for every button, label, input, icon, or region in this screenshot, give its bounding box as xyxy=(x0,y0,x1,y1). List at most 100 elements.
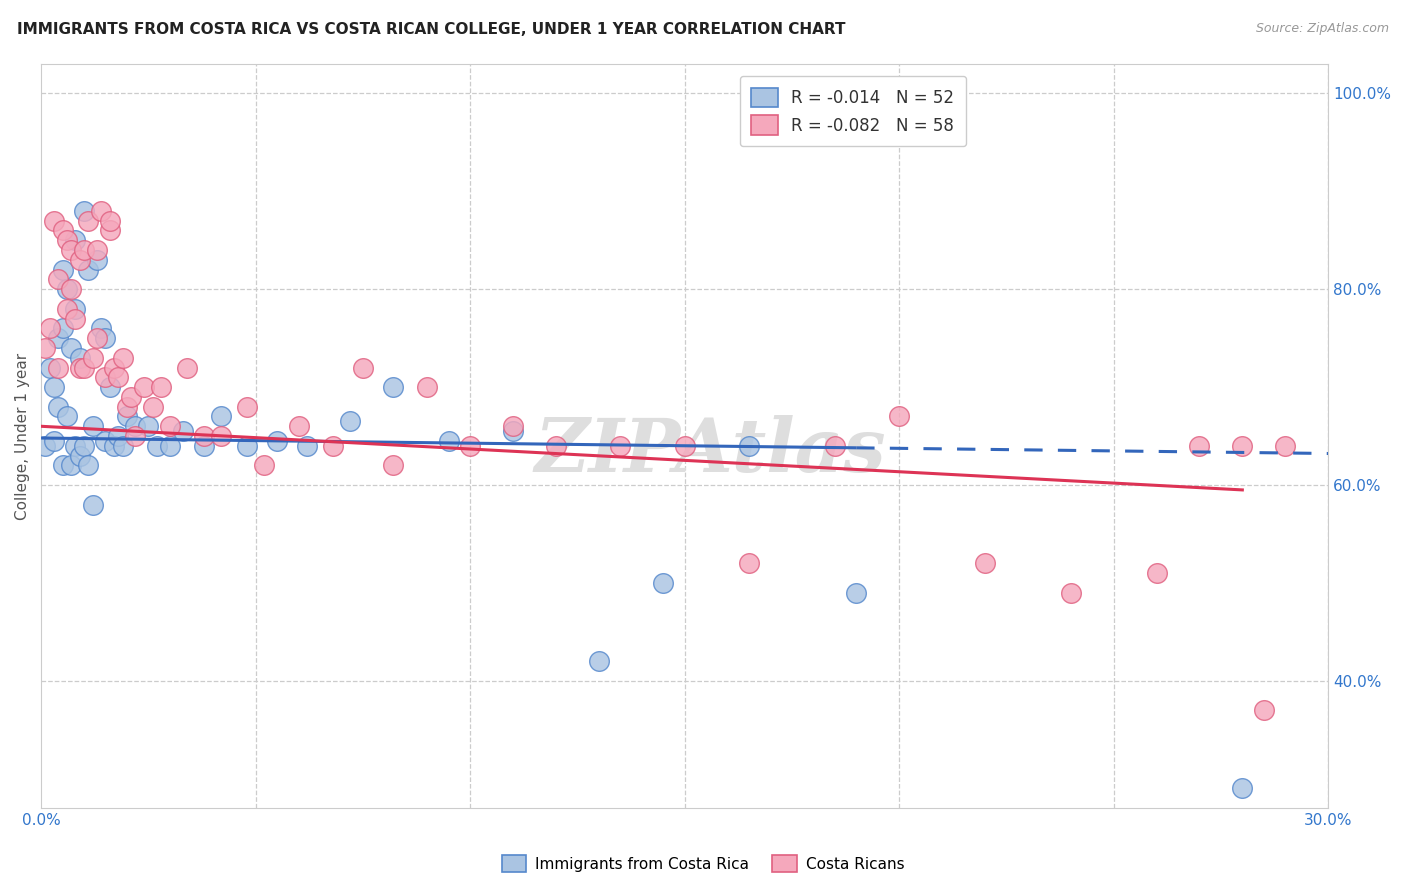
Y-axis label: College, Under 1 year: College, Under 1 year xyxy=(15,352,30,520)
Point xyxy=(974,557,997,571)
Point xyxy=(98,223,121,237)
Point xyxy=(94,434,117,448)
Point xyxy=(236,439,259,453)
Point xyxy=(437,434,460,448)
Text: IMMIGRANTS FROM COSTA RICA VS COSTA RICAN COLLEGE, UNDER 1 YEAR CORRELATION CHAR: IMMIGRANTS FROM COSTA RICA VS COSTA RICA… xyxy=(17,22,845,37)
Point xyxy=(86,331,108,345)
Point xyxy=(132,380,155,394)
Point xyxy=(146,439,169,453)
Point xyxy=(51,321,73,335)
Point xyxy=(77,458,100,473)
Point xyxy=(339,414,361,428)
Point xyxy=(46,272,69,286)
Point xyxy=(38,360,60,375)
Point xyxy=(56,233,79,247)
Point xyxy=(588,654,610,668)
Point xyxy=(738,557,761,571)
Point xyxy=(69,360,91,375)
Point xyxy=(42,380,65,394)
Point xyxy=(1232,781,1254,796)
Text: ZIPAtlas: ZIPAtlas xyxy=(534,415,886,487)
Point xyxy=(673,439,696,453)
Point xyxy=(86,252,108,267)
Point xyxy=(609,439,631,453)
Point xyxy=(1188,439,1211,453)
Point xyxy=(34,341,56,355)
Point xyxy=(107,429,129,443)
Point xyxy=(51,458,73,473)
Point xyxy=(65,301,87,316)
Text: Source: ZipAtlas.com: Source: ZipAtlas.com xyxy=(1256,22,1389,36)
Point xyxy=(60,243,83,257)
Point xyxy=(159,439,181,453)
Point xyxy=(90,203,112,218)
Point xyxy=(176,360,198,375)
Point xyxy=(73,360,96,375)
Point xyxy=(94,370,117,384)
Point xyxy=(46,360,69,375)
Point xyxy=(236,400,259,414)
Point xyxy=(381,458,404,473)
Point xyxy=(42,434,65,448)
Point xyxy=(86,243,108,257)
Point xyxy=(209,429,232,443)
Point xyxy=(1274,439,1296,453)
Point xyxy=(56,282,79,296)
Point xyxy=(502,424,524,438)
Point xyxy=(124,419,146,434)
Point xyxy=(322,439,344,453)
Point xyxy=(82,419,104,434)
Point xyxy=(416,380,439,394)
Point xyxy=(824,439,846,453)
Point xyxy=(69,449,91,463)
Point xyxy=(172,424,194,438)
Point xyxy=(193,439,215,453)
Point xyxy=(94,331,117,345)
Point xyxy=(60,282,83,296)
Point xyxy=(46,400,69,414)
Point xyxy=(738,439,761,453)
Point xyxy=(266,434,288,448)
Point xyxy=(69,252,91,267)
Point xyxy=(502,419,524,434)
Point xyxy=(111,351,134,365)
Point xyxy=(295,439,318,453)
Point xyxy=(60,458,83,473)
Point xyxy=(103,360,125,375)
Point xyxy=(253,458,276,473)
Point xyxy=(98,380,121,394)
Point xyxy=(65,311,87,326)
Point xyxy=(73,243,96,257)
Point xyxy=(287,419,309,434)
Point xyxy=(887,409,910,424)
Point xyxy=(458,439,481,453)
Point xyxy=(159,419,181,434)
Point xyxy=(1060,585,1083,599)
Point xyxy=(652,575,675,590)
Point xyxy=(51,262,73,277)
Legend: R = -0.014   N = 52, R = -0.082   N = 58: R = -0.014 N = 52, R = -0.082 N = 58 xyxy=(740,76,966,146)
Point xyxy=(120,390,142,404)
Point xyxy=(544,439,567,453)
Point xyxy=(107,370,129,384)
Point xyxy=(34,439,56,453)
Point xyxy=(77,213,100,227)
Point xyxy=(82,351,104,365)
Point xyxy=(38,321,60,335)
Point xyxy=(381,380,404,394)
Point xyxy=(1253,703,1275,717)
Point xyxy=(73,203,96,218)
Point xyxy=(115,400,138,414)
Point xyxy=(42,213,65,227)
Point xyxy=(60,341,83,355)
Point xyxy=(103,439,125,453)
Point xyxy=(138,419,160,434)
Point xyxy=(142,400,165,414)
Point xyxy=(56,301,79,316)
Point xyxy=(82,498,104,512)
Point xyxy=(1146,566,1168,581)
Point xyxy=(352,360,374,375)
Point xyxy=(73,439,96,453)
Point xyxy=(115,409,138,424)
Point xyxy=(46,331,69,345)
